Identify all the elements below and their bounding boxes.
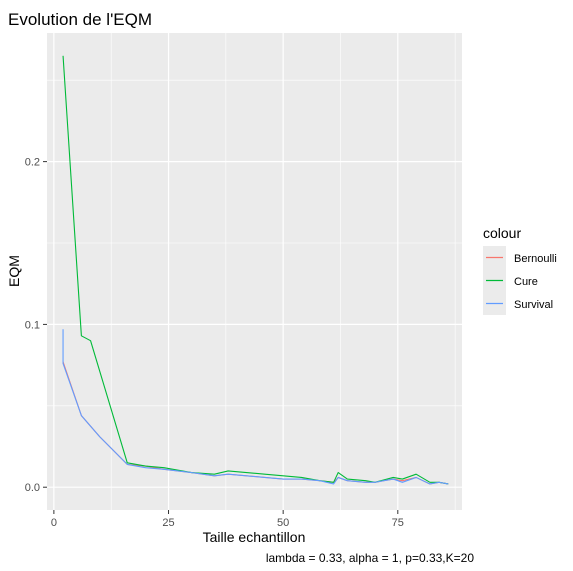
legend-label: Bernoulli	[514, 253, 557, 265]
x-tick-label: 25	[162, 517, 174, 529]
x-axis: 0 25 50 75	[51, 510, 404, 529]
y-tick-label: 0.2	[25, 157, 40, 169]
x-tick-label: 75	[392, 517, 404, 529]
x-tick-label: 0	[51, 517, 57, 529]
legend-label: Cure	[514, 276, 538, 288]
legend-item-cure: Cure	[483, 269, 538, 292]
grid-major	[47, 33, 462, 510]
chart-title: Evolution de l'EQM	[8, 10, 152, 29]
x-axis-title: Taille echantillon	[203, 529, 306, 545]
y-tick-label: 0.1	[25, 319, 40, 331]
grid-minor	[47, 33, 462, 510]
series-line-cure	[62, 55, 449, 485]
series-line-survival	[62, 329, 449, 485]
y-tick-label: 0.0	[25, 482, 40, 494]
legend-item-survival: Survival	[483, 292, 553, 315]
x-tick-label: 50	[277, 517, 289, 529]
plot-panel	[47, 33, 462, 510]
y-axis-title: EQM	[6, 255, 22, 287]
legend-title: colour	[483, 225, 521, 241]
legend: colour Bernoulli Cure Survival	[483, 225, 557, 315]
legend-item-bernoulli: Bernoulli	[483, 246, 557, 269]
y-axis: 0.0 0.1 0.2	[25, 157, 47, 494]
chart-caption: lambda = 0.33, alpha = 1, p=0.33,K=20	[266, 551, 474, 565]
series-lines	[62, 55, 449, 485]
legend-label: Survival	[514, 299, 553, 311]
